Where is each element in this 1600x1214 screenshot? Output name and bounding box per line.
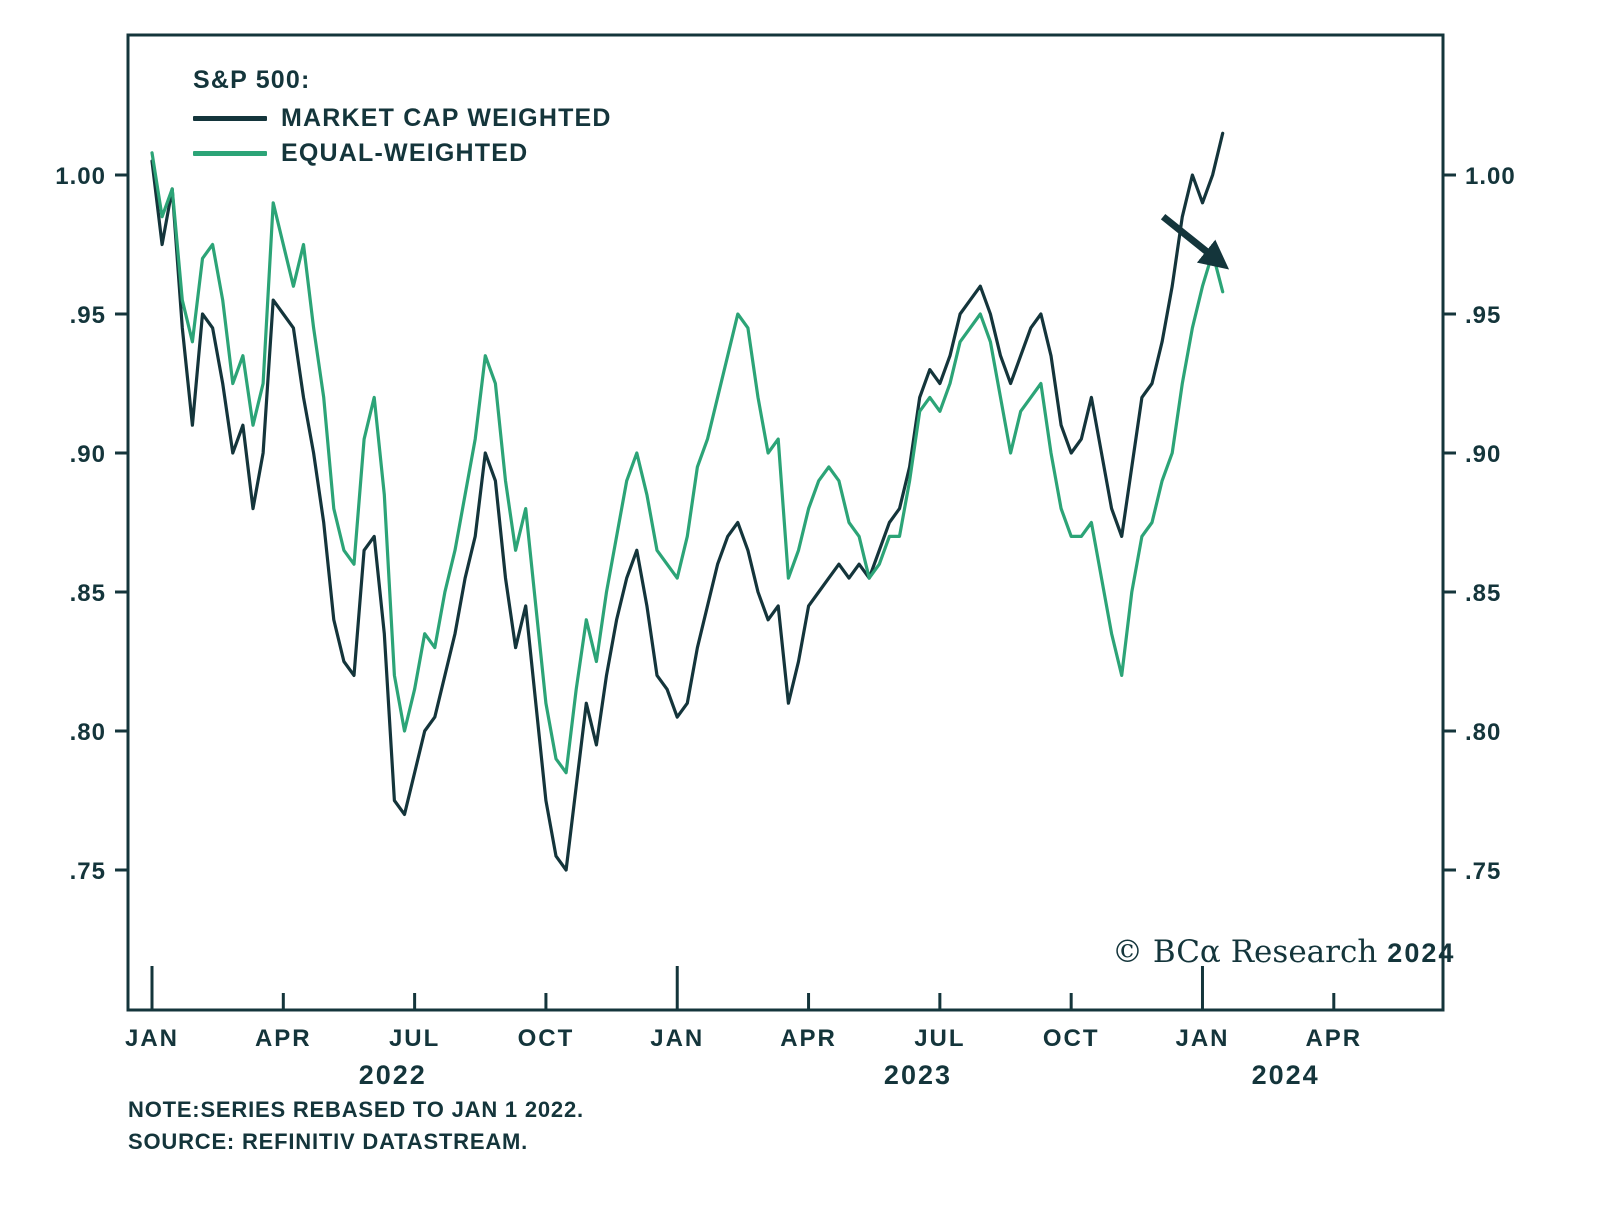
footnotes: NOTE:SERIES REBASED TO JAN 1 2022. SOURC… (128, 1094, 584, 1158)
x-axis-year-label: 2024 (1252, 1060, 1320, 1090)
y-axis-label-right: .95 (1465, 302, 1501, 329)
legend-item-market-cap-weighted: MARKET CAP WEIGHTED (193, 103, 612, 133)
equal-weighted-line-swatch (193, 150, 267, 156)
x-axis-month-label: JAN (125, 1025, 179, 1052)
copyright-text: © BCα Research (1112, 934, 1378, 970)
copyright-year: 2024 (1387, 938, 1456, 968)
y-axis-label-right: .90 (1465, 441, 1501, 468)
x-axis-month-label: APR (255, 1025, 312, 1052)
market-cap-line-swatch (193, 115, 267, 121)
x-axis-month-label: JUL (914, 1025, 965, 1052)
note-line: NOTE:SERIES REBASED TO JAN 1 2022. (128, 1097, 584, 1122)
y-axis-label-left: .90 (70, 441, 106, 468)
divergence-arrow-annotation (1160, 213, 1230, 270)
y-axis-label-left: .85 (70, 580, 106, 607)
x-axis-month-label: APR (780, 1025, 837, 1052)
y-axis-label-left: .95 (70, 302, 106, 329)
x-axis-month-label: OCT (1043, 1025, 1100, 1052)
copyright: © BCα Research 2024 (1112, 934, 1455, 970)
legend-item-equal-weighted: EQUAL-WEIGHTED (193, 138, 612, 168)
x-axis-year-label: 2022 (359, 1060, 427, 1090)
x-axis-month-label: OCT (518, 1025, 575, 1052)
plot-border (126, 33, 1445, 1012)
y-axis-label-right: .80 (1465, 719, 1501, 746)
y-axis-label-right: .85 (1465, 580, 1501, 607)
y-axis-label-left: 1.00 (55, 163, 106, 190)
x-axis-month-label: JAN (1175, 1025, 1229, 1052)
legend-heading: S&P 500: (193, 66, 311, 94)
y-axis-label-left: .80 (70, 719, 106, 746)
source-line: SOURCE: REFINITIV DATASTREAM. (128, 1128, 529, 1154)
equal-weighted-line (150, 151, 1225, 775)
y-axis-label-right: .75 (1465, 858, 1501, 885)
legend-item-label: EQUAL-WEIGHTED (281, 138, 529, 167)
x-axis-month-label: APR (1305, 1025, 1362, 1052)
legend-item-label: MARKET CAP WEIGHTED (281, 103, 612, 132)
market-cap-weighted-line (150, 131, 1225, 872)
x-axis-year-label: 2023 (884, 1060, 952, 1090)
y-axis-label-left: .75 (70, 858, 106, 885)
x-axis-month-label: JUL (389, 1025, 440, 1052)
legend: S&P 500: MARKET CAP WEIGHTED EQUAL-WEIGH… (193, 66, 612, 173)
y-axis-label-right: 1.00 (1465, 163, 1516, 190)
x-axis-month-label: JAN (650, 1025, 704, 1052)
